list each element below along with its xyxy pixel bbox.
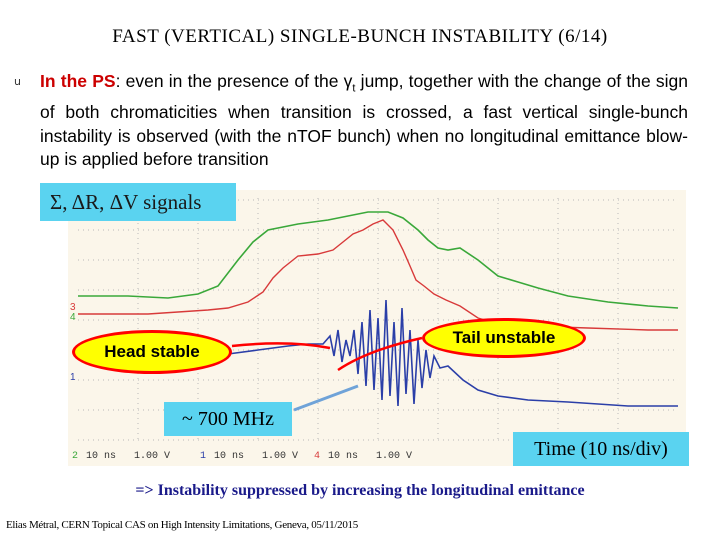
tail-pointer-line (337, 336, 423, 372)
head-stable-callout: Head stable (72, 330, 232, 374)
trace-blue-delta-v (77, 299, 678, 407)
tail-unstable-callout: Tail unstable (422, 318, 586, 358)
status-ch1-time: 10 ns (214, 451, 244, 462)
gamma-subscript: t (352, 82, 356, 95)
status-ch2-time: 10 ns (86, 451, 116, 462)
description-paragraph: In the PS: even in the presence of the γ… (40, 70, 688, 172)
conclusion-text: => Instability suppressed by increasing … (135, 482, 585, 499)
oscilloscope-screenshot: 3 4 1 2 10 ns 1.00 V 1 10 ns 1.00 V 4 10… (68, 190, 686, 466)
trace-green-sigma (78, 211, 679, 309)
paragraph-text-1: even in the presence of the γ (120, 71, 353, 91)
status-ch1-volt: 1.00 V (262, 451, 298, 462)
time-scale-label: Time (10 ns/div) (513, 432, 689, 466)
bullet-marker: u (14, 75, 21, 88)
ps-highlight: In the PS (40, 71, 116, 91)
slide-footer: Elias Métral, CERN Topical CAS on High I… (6, 519, 358, 531)
scope-status-bar: 2 10 ns 1.00 V 1 10 ns 1.00 V 4 10 ns 1.… (72, 451, 412, 462)
mhz-pointer-line (293, 384, 359, 412)
channel-marker-1: 1 (70, 372, 76, 383)
status-ch1: 1 (200, 451, 206, 462)
paragraph-text-2: jump, together with the change of the si… (40, 71, 689, 169)
status-ch4-time: 10 ns (328, 451, 358, 462)
signals-label: Σ, ΔR, ΔV signals (40, 183, 236, 221)
status-ch4-volt: 1.00 V (376, 451, 412, 462)
status-ch2-volt: 1.00 V (134, 451, 170, 462)
head-pointer-line (231, 342, 331, 350)
channel-marker-4: 4 (70, 312, 76, 323)
colon: : (115, 71, 121, 91)
channel-marker-3: 3 (70, 302, 76, 313)
status-ch4: 4 (314, 451, 320, 462)
slide-title: FAST (VERTICAL) SINGLE-BUNCH INSTABILITY… (112, 26, 608, 47)
frequency-label: ~ 700 MHz (164, 402, 292, 436)
status-ch2: 2 (72, 451, 78, 462)
